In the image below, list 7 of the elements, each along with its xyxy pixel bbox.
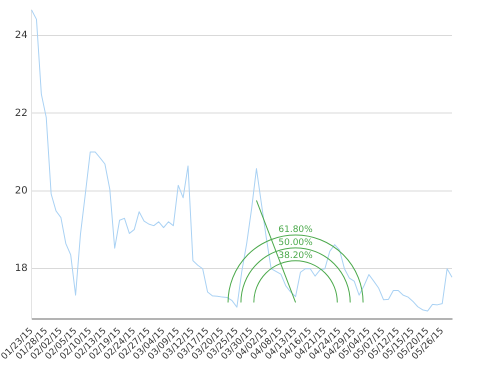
annotation: 61.80% [278,224,314,235]
y-tick-label: 18 [14,262,28,274]
annotation: 50.00% [278,238,314,248]
y-tick-label: 22 [14,108,28,119]
y-tick-label: 24 [14,30,28,42]
annotation: 38.20% [278,250,314,261]
y-tick-label: 20 [14,185,28,196]
